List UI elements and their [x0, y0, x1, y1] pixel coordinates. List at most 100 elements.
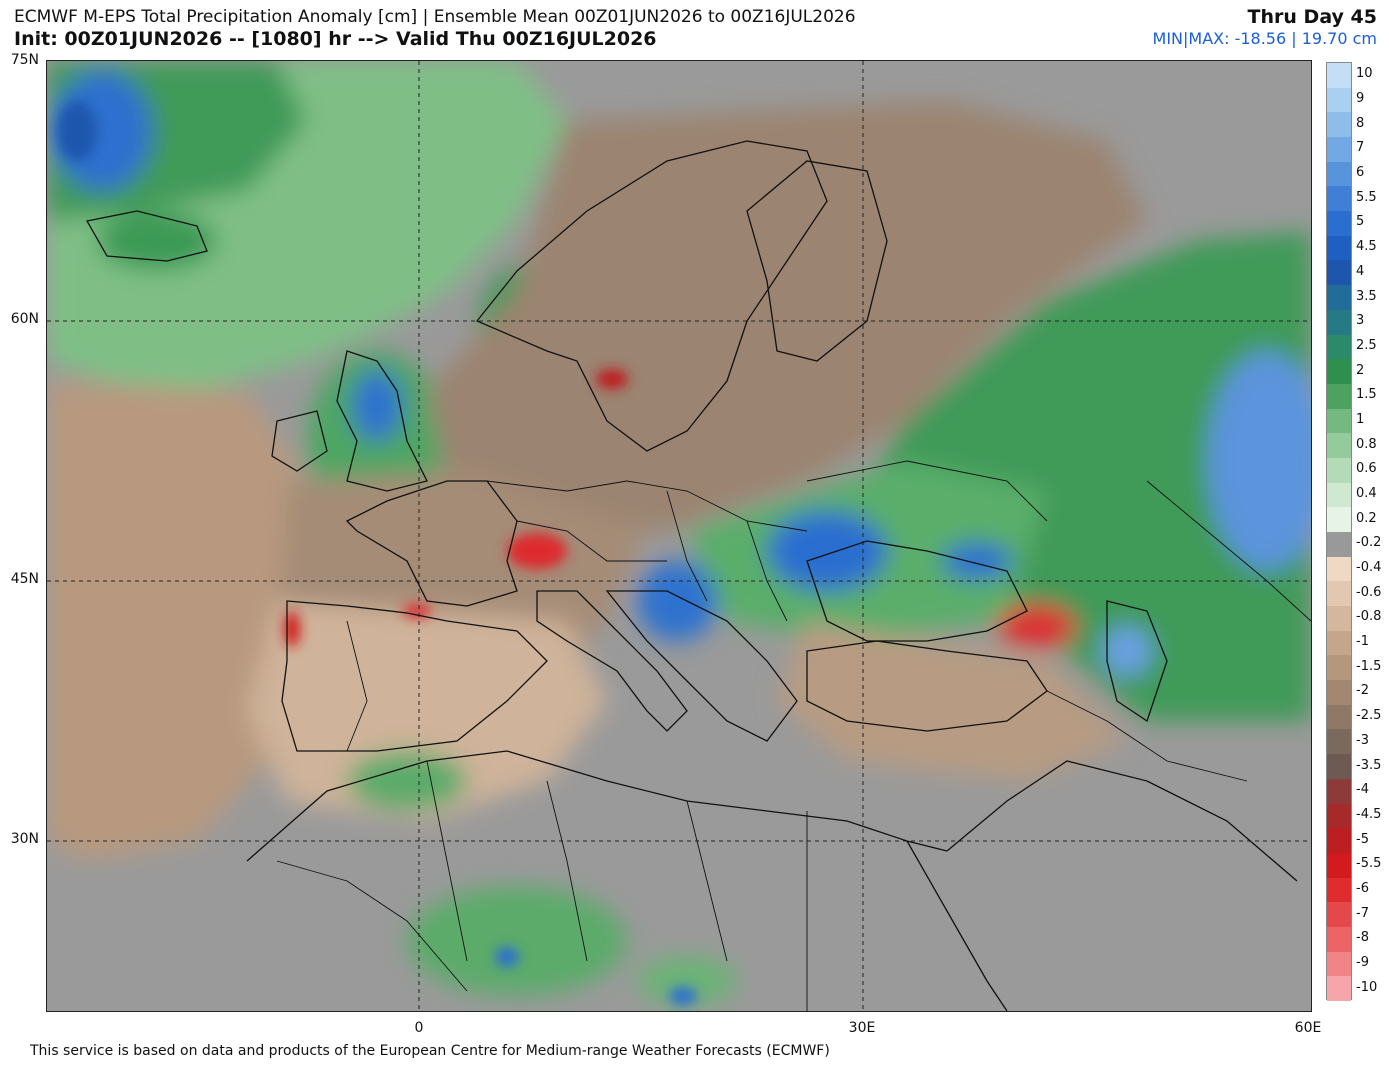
- legend-label: 9: [1356, 91, 1365, 107]
- legend-swatch: [1327, 457, 1351, 483]
- scandinavia-coast: [475, 140, 828, 452]
- legend-swatch: [1327, 630, 1351, 656]
- legend-swatch: [1327, 63, 1351, 88]
- legend-label: -10: [1356, 979, 1378, 995]
- legend-swatch: [1327, 507, 1351, 533]
- sahara-blue-2: [669, 987, 697, 1005]
- map-title: ECMWF M-EPS Total Precipitation Anomaly …: [14, 6, 856, 50]
- legend-swatch: [1327, 408, 1351, 434]
- turkey-tan: [777, 621, 1127, 781]
- legend-swatch: [1327, 877, 1351, 903]
- legend-label: -0.6: [1356, 584, 1382, 600]
- legend-swatch: [1327, 285, 1351, 311]
- legend-label: -4: [1356, 782, 1369, 798]
- legend-label: 4.5: [1356, 239, 1377, 255]
- anomaly-spots: [57, 101, 697, 1005]
- legend-swatch: [1327, 655, 1351, 681]
- legend-label: 4: [1356, 263, 1365, 279]
- pyrenees-red: [403, 604, 431, 618]
- coastlines: [85, 140, 1298, 1011]
- legend-label: 0.8: [1356, 436, 1377, 452]
- legend-label: 1: [1356, 411, 1365, 427]
- map-canvas: [47, 61, 1311, 1011]
- legend-label: -5.5: [1356, 856, 1382, 872]
- sahara-green-2: [347, 751, 467, 811]
- sweden-red: [596, 369, 628, 389]
- lon-label-0: 0: [414, 1020, 424, 1036]
- legend-label: 0.4: [1356, 485, 1377, 501]
- caucasus-red: [997, 604, 1077, 648]
- border-4: [746, 520, 788, 622]
- border-2: [516, 520, 667, 562]
- france-coast: [345, 480, 518, 607]
- legend-swatch: [1327, 976, 1351, 1002]
- legend-swatch: [1327, 902, 1351, 928]
- iceland-coast: [85, 210, 208, 262]
- legend-swatch: [1327, 754, 1351, 780]
- britain-coast: [336, 350, 428, 492]
- minmax-label: MIN|MAX: -18.56 | 19.70 cm: [1152, 29, 1377, 48]
- iberia-red: [284, 611, 300, 647]
- legend-label: -0.4: [1356, 560, 1382, 576]
- precipitation-map: [46, 60, 1312, 1012]
- legend-swatch: [1327, 235, 1351, 261]
- legend-label: -7: [1356, 905, 1369, 921]
- italy-coast: [536, 590, 688, 732]
- legend-label: 3.5: [1356, 288, 1377, 304]
- legend-swatch: [1327, 926, 1351, 952]
- greenland-dark-blue: [57, 101, 97, 161]
- title-line-1: ECMWF M-EPS Total Precipitation Anomaly …: [14, 7, 856, 27]
- legend-label: 7: [1356, 140, 1365, 156]
- ireland-coast: [271, 410, 328, 472]
- legend-label: 5: [1356, 214, 1365, 230]
- legend-label: -1: [1356, 634, 1369, 650]
- lon-label-60e: 60E: [1294, 1020, 1322, 1036]
- legend-label: -0.8: [1356, 609, 1382, 625]
- legend-label: -6: [1356, 880, 1369, 896]
- legend-swatch: [1327, 532, 1351, 557]
- lat-label-75n: 75N: [10, 52, 39, 68]
- legend-label: 0.2: [1356, 510, 1377, 526]
- legend-label: 6: [1356, 165, 1365, 181]
- legend-swatch: [1327, 137, 1351, 163]
- graticule: [47, 61, 1311, 1011]
- border-5: [806, 460, 1048, 522]
- europe-brown: [427, 101, 1147, 531]
- legend-swatch: [1327, 186, 1351, 212]
- caspian-blue: [1102, 626, 1152, 676]
- legend-label: 8: [1356, 115, 1365, 131]
- border-6: [346, 620, 368, 752]
- north-africa-coast: [246, 750, 948, 862]
- lat-label-45n: 45N: [10, 571, 39, 587]
- legend-swatch: [1327, 556, 1351, 582]
- color-legend: [1326, 62, 1352, 1002]
- sahara-blue-1: [495, 947, 519, 967]
- legend-swatch: [1327, 680, 1351, 706]
- russia-blue: [1207, 351, 1311, 571]
- sahara-green-1: [407, 886, 627, 996]
- legend-label: 2: [1356, 362, 1365, 378]
- turkey-coast: [806, 640, 1048, 732]
- legend-swatch: [1327, 606, 1351, 632]
- legend-label: -8: [1356, 930, 1369, 946]
- legend-label: -3.5: [1356, 757, 1382, 773]
- balkans-blue: [637, 561, 717, 641]
- lat-label-60n: 60N: [10, 311, 39, 327]
- border-12: [1046, 690, 1248, 782]
- attribution-footer: This service is based on data and produc…: [30, 1043, 830, 1059]
- iceland-green: [97, 211, 217, 271]
- legend-label: 10: [1356, 66, 1373, 82]
- finland-coast: [746, 160, 888, 362]
- sahara-green-3: [637, 956, 737, 1006]
- legend-label: -9: [1356, 954, 1369, 970]
- border-9: [546, 780, 588, 962]
- legend-label: 0.6: [1356, 461, 1377, 477]
- legend-swatch: [1327, 309, 1351, 335]
- legend-label: -5: [1356, 831, 1369, 847]
- legend-label: -4.5: [1356, 806, 1382, 822]
- legend-swatch: [1327, 852, 1351, 878]
- atlantic-brown: [47, 381, 307, 861]
- arabia-coast: [946, 760, 1298, 882]
- legend-swatch: [1327, 359, 1351, 385]
- legend-label: -1.5: [1356, 658, 1382, 674]
